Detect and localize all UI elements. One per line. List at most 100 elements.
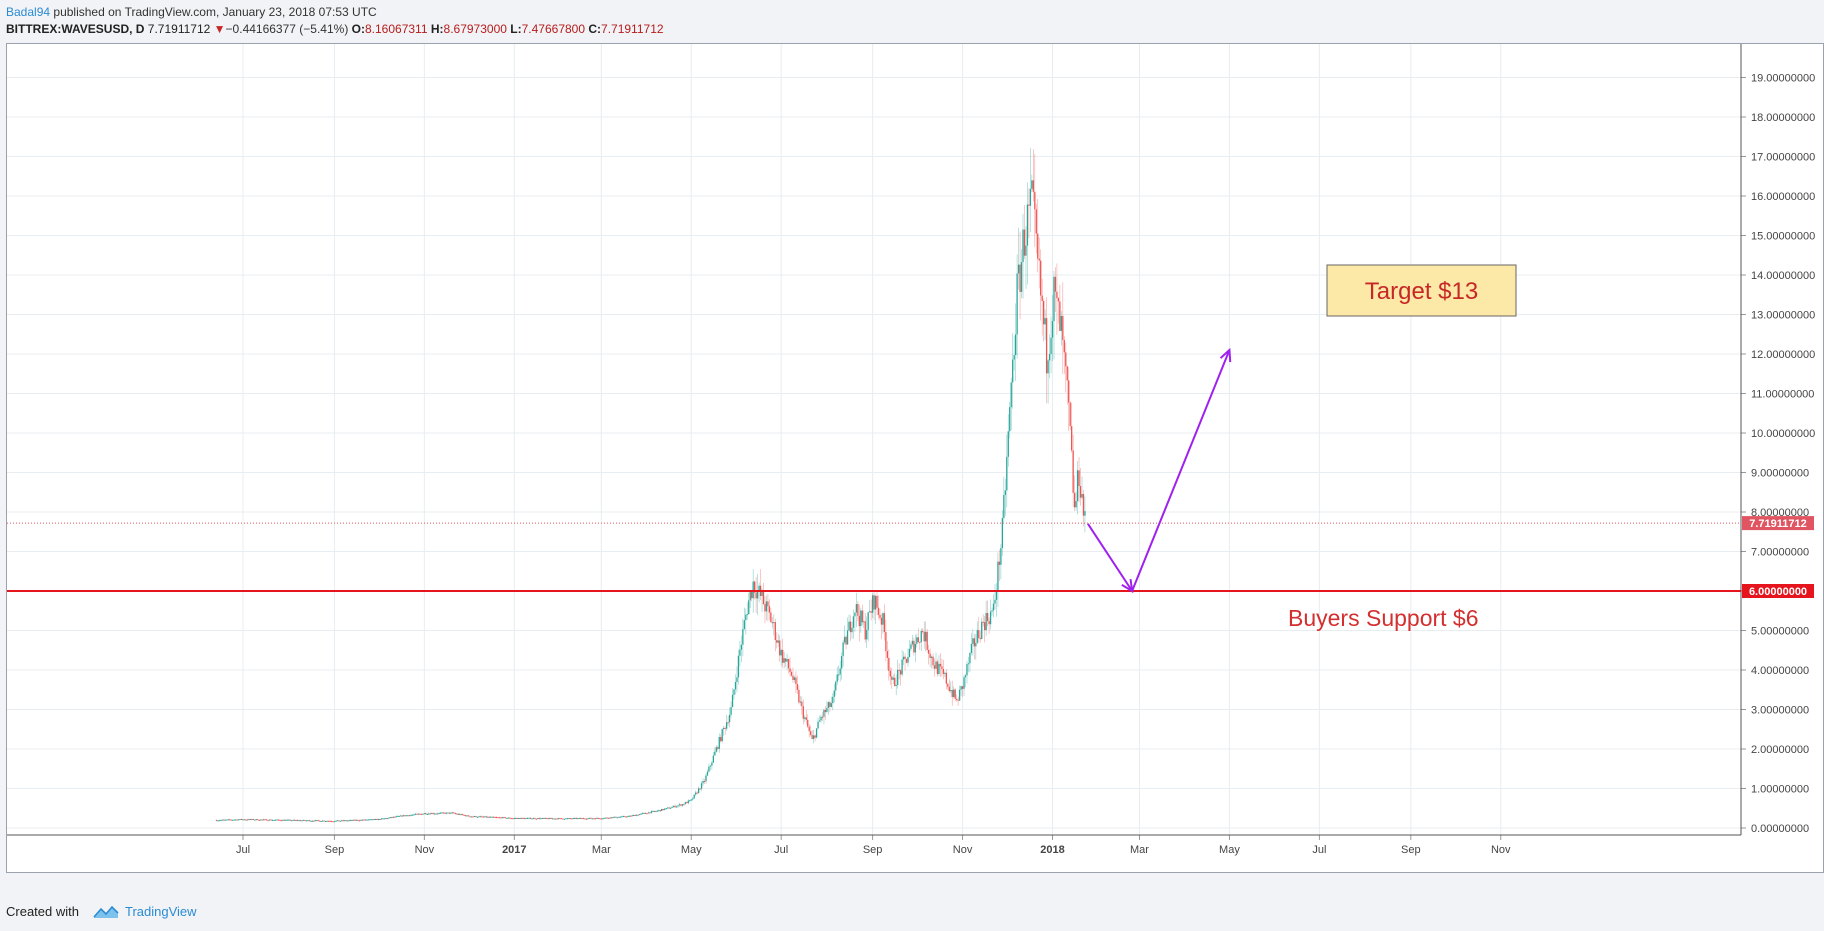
- candle-body: [261, 819, 263, 821]
- candle-body: [525, 818, 527, 820]
- candle-body: [724, 727, 726, 729]
- candle-body: [628, 815, 630, 817]
- candle-body: [242, 819, 244, 821]
- candle-body: [846, 630, 849, 645]
- candle-body: [869, 611, 871, 613]
- candle-body: [404, 815, 406, 817]
- candle-body: [1069, 402, 1071, 427]
- chart-panel[interactable]: 0.00000000 1.00000000 2.00000000 3.00000000…: [6, 43, 1824, 873]
- y-tick-label: 13.00000000: [1751, 310, 1815, 322]
- candle-body: [422, 813, 424, 815]
- candle-body: [378, 819, 380, 821]
- candle-body: [646, 813, 648, 815]
- tradingview-link[interactable]: TradingView: [124, 904, 197, 919]
- candle-body: [761, 591, 763, 596]
- candle-body: [475, 816, 477, 818]
- candle-body: [870, 611, 872, 613]
- candle-body: [994, 599, 996, 604]
- open-value: 8.16067311: [365, 22, 428, 36]
- candle-body: [807, 719, 809, 727]
- candle-body: [349, 819, 352, 821]
- candle-body: [436, 813, 439, 815]
- candle-body: [899, 670, 902, 675]
- candle-body: [1072, 450, 1074, 493]
- target-box: [1326, 264, 1517, 317]
- candle-body: [966, 664, 968, 676]
- candle-body: [580, 817, 582, 819]
- candle-body: [280, 820, 282, 822]
- candle-body: [1081, 493, 1083, 498]
- candle-body: [257, 819, 259, 821]
- candle-body: [988, 621, 990, 625]
- candle-body: [838, 674, 840, 676]
- candle-body: [855, 604, 858, 613]
- candle-body: [961, 686, 964, 689]
- candle-body: [230, 819, 232, 821]
- close-value: 7.71911712: [601, 22, 664, 36]
- candle-body: [725, 722, 728, 729]
- candle-body: [674, 805, 676, 808]
- candle-body: [927, 649, 930, 654]
- candle-body: [428, 813, 430, 815]
- y-tick-label: 2.00000000: [1751, 744, 1809, 756]
- y-tick-label: 17.00000000: [1751, 152, 1815, 164]
- candle-body: [217, 820, 219, 822]
- y-tick-label: 14.00000000: [1751, 270, 1815, 282]
- candle-body: [643, 812, 645, 814]
- candle-body: [768, 606, 771, 613]
- candle-body: [518, 818, 520, 820]
- candle-body: [1020, 262, 1023, 292]
- candle-body: [352, 819, 355, 821]
- candle-body: [1037, 233, 1039, 259]
- candle-body: [842, 642, 844, 657]
- candle-body: [403, 815, 405, 817]
- candle-body: [888, 657, 890, 671]
- candle-body: [920, 630, 922, 643]
- candle-body: [603, 817, 605, 819]
- candle-body: [565, 818, 567, 820]
- candle-body: [342, 820, 344, 822]
- x-tick-label: May: [1219, 844, 1240, 856]
- candle-body: [860, 610, 862, 627]
- candle-body: [479, 816, 482, 818]
- author-link[interactable]: Badal94: [6, 5, 51, 19]
- tradingview-logo-icon[interactable]: [93, 905, 119, 919]
- candle-body: [1053, 276, 1055, 322]
- symbol-name: BITTREX:WAVESUSD, D: [6, 22, 145, 36]
- candle-body: [406, 815, 408, 817]
- created-with-text: Created with: [6, 904, 79, 919]
- candle-body: [1034, 191, 1036, 210]
- price-chart[interactable]: 0.00000000 1.00000000 2.00000000 3.00000000…: [7, 44, 1824, 874]
- candle-body: [711, 762, 713, 766]
- candle-body: [482, 816, 484, 818]
- candle-body: [627, 816, 629, 818]
- candle-body: [752, 581, 754, 599]
- candle-body: [394, 816, 396, 818]
- candle-body: [1000, 548, 1002, 565]
- candle-body: [835, 681, 837, 691]
- candle-body: [789, 668, 791, 672]
- candle-body: [740, 644, 743, 650]
- candle-body: [699, 788, 701, 790]
- candle-body: [790, 671, 793, 676]
- candle-body: [891, 676, 893, 680]
- candle-body: [1004, 490, 1006, 496]
- candle-body: [630, 815, 632, 817]
- candle-body: [883, 613, 886, 633]
- candle-body: [568, 818, 570, 820]
- candle-body: [972, 638, 974, 644]
- candle-body: [686, 802, 688, 804]
- candle-body: [998, 561, 1001, 565]
- candle-body: [373, 819, 375, 821]
- x-tick-label: Sep: [1401, 844, 1421, 856]
- last-price-tag: [1742, 516, 1814, 531]
- candle-body: [684, 802, 686, 805]
- candle-body: [969, 652, 971, 664]
- candle-body: [569, 818, 571, 820]
- candle-body: [543, 817, 545, 819]
- candle-body: [360, 819, 362, 821]
- candle-body: [503, 817, 505, 819]
- candle-body: [341, 820, 343, 822]
- candle-body: [516, 818, 518, 820]
- candle-body: [351, 819, 353, 821]
